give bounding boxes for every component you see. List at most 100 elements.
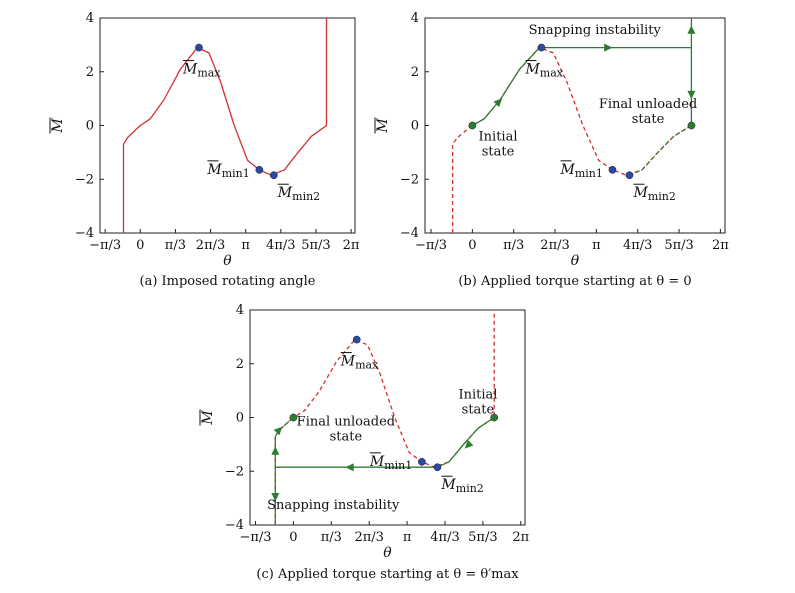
x-tick-label: π/3: [503, 238, 524, 253]
data-point: [625, 171, 634, 180]
y-tick-label: −2: [400, 172, 419, 187]
panel-a: −π/3 0 π/3 2π/3 π 4π/3 5π/3 2π −4 −2 0 2 4 θ M (a) Impo…: [49, 11, 360, 289]
data-point: [195, 43, 203, 52]
data-point: [608, 165, 617, 174]
y-tick-label: −4: [225, 518, 244, 533]
point-label: Mmin1: [206, 162, 249, 180]
x-tick-label: 2π: [512, 530, 529, 545]
point-label: Mmax: [340, 354, 379, 372]
direction-arrow: [493, 98, 503, 108]
y-axis-title: M: [200, 410, 216, 426]
y-tick-label: 2: [86, 65, 94, 80]
point-label: Mmin1: [560, 162, 603, 180]
annotation-text: Initial: [458, 388, 497, 403]
x-tick-label: 2π: [343, 238, 360, 253]
x-tick-label: 0: [468, 238, 476, 253]
direction-arrow: [345, 463, 354, 472]
data-point: [687, 121, 696, 130]
point-label-subscript: min1: [384, 459, 412, 472]
y-tick-label: 4: [411, 11, 419, 26]
x-tick-label: π: [403, 530, 412, 545]
point-label-subscript: max: [540, 67, 564, 80]
x-tick-label: 0: [136, 238, 144, 253]
x-tick-label: 2π/3: [196, 238, 225, 253]
annotation-text: state: [330, 430, 363, 445]
point-label-subscript: min1: [575, 167, 603, 180]
point-label-subscript: min2: [456, 482, 484, 495]
point-label-symbol: M: [524, 62, 540, 78]
direction-arrow: [271, 493, 280, 502]
x-tick-label: 2π: [712, 238, 729, 253]
series-line: [629, 124, 692, 176]
data-point: [490, 413, 499, 422]
series-line: [122, 18, 328, 233]
annotation-text: state: [462, 403, 495, 418]
x-tick-label: −π/3: [415, 238, 447, 253]
point-label-symbol: M: [340, 354, 356, 370]
x-tick-label: π/3: [321, 530, 342, 545]
point-label: Mmin2: [632, 185, 675, 203]
y-tick-label: −2: [225, 464, 244, 479]
annotation-text: Snapping instability: [267, 498, 400, 513]
panel-caption: (b) Applied torque starting at θ = 0: [458, 274, 691, 289]
panel-b: −π/3 0 π/3 2π/3 π 4π/3 5π/3 2π −4 −2 0 2 4 θ M (b) Appl…: [374, 11, 729, 289]
y-tick-label: −2: [75, 172, 94, 187]
y-tick-label: −4: [75, 226, 94, 241]
direction-arrow: [687, 90, 696, 100]
x-tick-label: 5π/3: [301, 238, 330, 253]
annotation-text: Snapping instability: [529, 23, 662, 38]
direction-arrow: [273, 426, 283, 436]
annotation-text: state: [482, 144, 515, 159]
point-label-subscript: max: [355, 359, 379, 372]
x-axis-title: θ: [223, 253, 232, 269]
x-axis-title: θ: [571, 253, 580, 269]
point-label-symbol: M: [440, 477, 456, 493]
x-tick-label: π: [592, 238, 601, 253]
series-line: [274, 310, 495, 525]
point-label: Mmax: [524, 62, 563, 80]
series-line: [451, 46, 692, 233]
direction-arrow: [687, 25, 696, 34]
point-label: Mmin1: [369, 454, 412, 472]
point-label: Mmax: [182, 62, 221, 80]
point-label: Mmin2: [277, 185, 320, 203]
y-tick-label: 0: [236, 411, 244, 426]
data-point: [269, 171, 278, 180]
x-axis-title: θ: [383, 545, 392, 561]
data-point: [468, 121, 477, 130]
data-point: [418, 457, 426, 466]
panel-caption: (c) Applied torque starting at θ = θ′max: [256, 567, 519, 582]
y-tick-label: 2: [236, 357, 244, 372]
point-label-symbol: M: [182, 62, 198, 78]
y-axis-title: M: [50, 118, 66, 134]
x-tick-label: 5π/3: [664, 238, 693, 253]
data-point: [352, 335, 361, 344]
y-tick-label: 0: [411, 119, 419, 134]
x-tick-label: π/3: [165, 238, 186, 253]
y-tick-label: 0: [86, 119, 94, 134]
direction-arrow: [271, 446, 280, 455]
point-label-subscript: max: [197, 67, 221, 80]
x-tick-label: −π/3: [89, 238, 121, 253]
annotation-text: Final unloaded: [297, 415, 395, 430]
data-point: [255, 165, 264, 174]
x-tick-label: 4π/3: [623, 238, 652, 253]
annotation-text: Initial: [479, 129, 518, 144]
direction-arrow: [464, 439, 474, 449]
point-label-symbol: M: [560, 162, 576, 178]
series-line: [437, 416, 495, 468]
x-tick-label: 2π/3: [540, 238, 569, 253]
panel-c: −π/3 0 π/3 2π/3 π 4π/3 5π/3 2π −4 −2 0 2 4 θ M (c) Appl…: [199, 303, 530, 582]
x-tick-label: 5π/3: [468, 530, 497, 545]
x-tick-label: 0: [289, 530, 297, 545]
x-tick-label: π: [241, 238, 250, 253]
y-tick-label: 4: [86, 11, 94, 26]
point-label-symbol: M: [206, 162, 222, 178]
point-label-subscript: min2: [648, 190, 676, 203]
data-point: [537, 43, 546, 52]
data-point: [289, 413, 298, 422]
x-tick-label: 2π/3: [354, 530, 383, 545]
annotation-text: state: [632, 112, 665, 127]
y-axis-title: M: [375, 118, 391, 134]
